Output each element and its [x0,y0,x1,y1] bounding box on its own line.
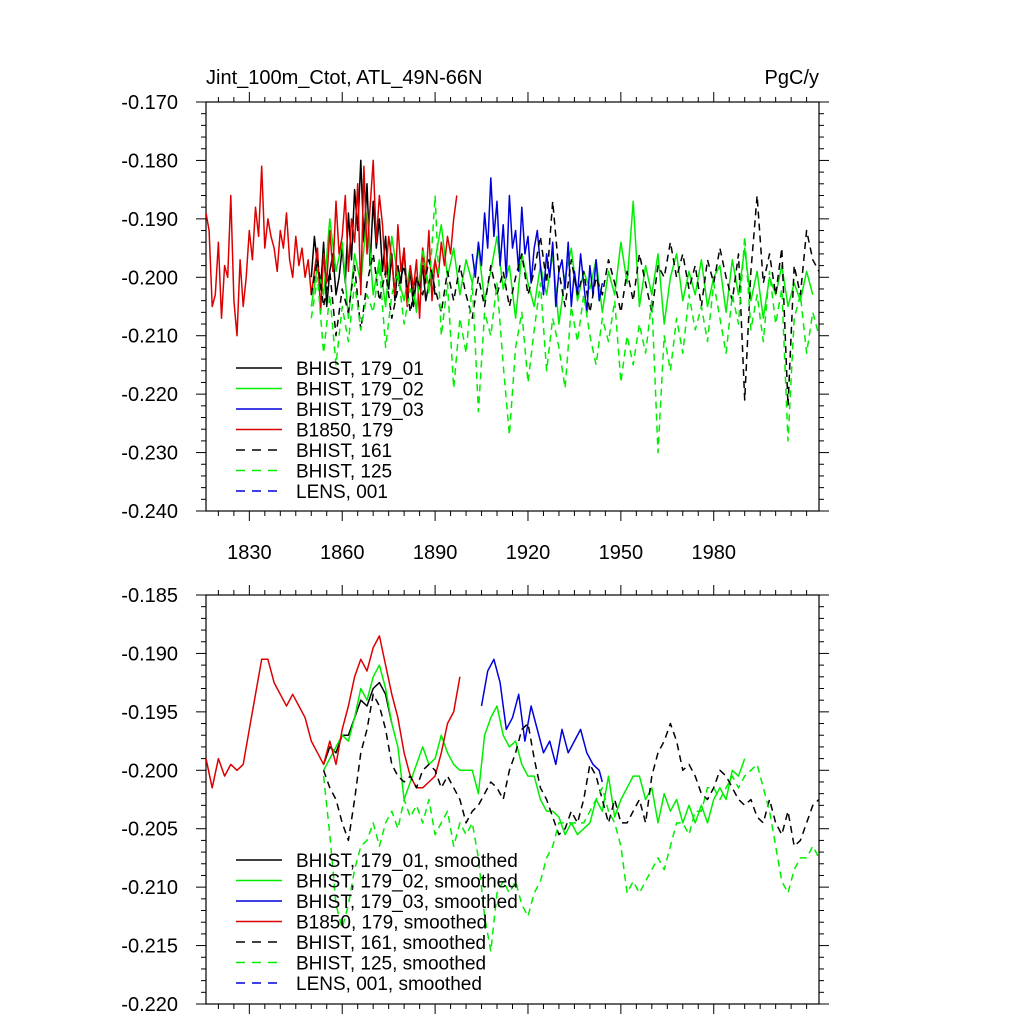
legend-label: BHIST, 179_01, smoothed [296,851,518,872]
y-tick-label: -0.210 [121,877,178,899]
series-line [310,200,814,325]
y-tick-label: -0.195 [121,702,178,724]
series-line [310,194,819,407]
series-line [206,159,458,337]
series-line [471,177,604,314]
legend-label: B1850, 179 [296,421,393,442]
x-tick-label: 1860 [320,542,365,564]
y-tick-label: -0.190 [121,643,178,665]
x-tick-label: 1950 [599,542,644,564]
y-tick-label: -0.170 [121,92,178,114]
series-line [322,664,746,836]
legend-label: B1850, 179, smoothed [296,913,487,934]
legend-label: BHIST, 125 [296,462,392,483]
legend-label: LENS, 001, smoothed [296,974,482,995]
legend-label: BHIST, 179_02 [296,380,424,401]
series-line [310,194,819,454]
x-tick-label: 1830 [227,542,272,564]
top-panel: -0.170 -0.180 -0.190 -0.200 -0.210 -0.220 -0.2… [121,67,829,564]
y-tick-label: -0.205 [121,819,178,841]
legend-label: BHIST, 161, smoothed [296,933,486,954]
legend-label: BHIST, 179_02, smoothed [296,872,518,893]
legend-label: BHIST, 161 [296,441,392,462]
y-tick-label: -0.220 [121,994,178,1016]
chart-title: Jint_100m_Ctot, ATL_49N-66N [206,67,482,89]
bottom-panel: -0.185 -0.190 -0.195 -0.200 -0.205 -0.210 -0.2… [121,585,829,1016]
legend-label: LENS, 001 [296,482,388,503]
y-tick-label: -0.190 [121,209,178,231]
series-group [206,159,819,454]
y-tick-label: -0.240 [121,501,178,523]
series-line [322,681,393,765]
legend-label: BHIST, 179_03, smoothed [296,892,518,913]
x-tick-label: 1920 [506,542,551,564]
y-tick-label: -0.185 [121,585,178,607]
series-line [322,693,819,847]
series-line [322,763,819,953]
legend-label: BHIST, 179_01 [296,359,424,380]
y-tick-label: -0.220 [121,384,178,406]
y-tick-label: -0.230 [121,443,178,465]
chart-units: PgC/y [765,67,819,89]
series-group [206,635,819,953]
series-line [480,658,604,783]
y-tick-label: -0.215 [121,936,178,958]
series-line [206,635,461,789]
y-tick-label: -0.200 [121,760,178,782]
y-tick-label: -0.200 [121,267,178,289]
legend-label: BHIST, 179_03 [296,400,424,421]
y-tick-label: -0.210 [121,326,178,348]
x-tick-label: 1980 [691,542,736,564]
y-tick-label: -0.180 [121,150,178,172]
legend-label: BHIST, 125, smoothed [296,954,486,975]
x-tick-label: 1890 [413,542,458,564]
